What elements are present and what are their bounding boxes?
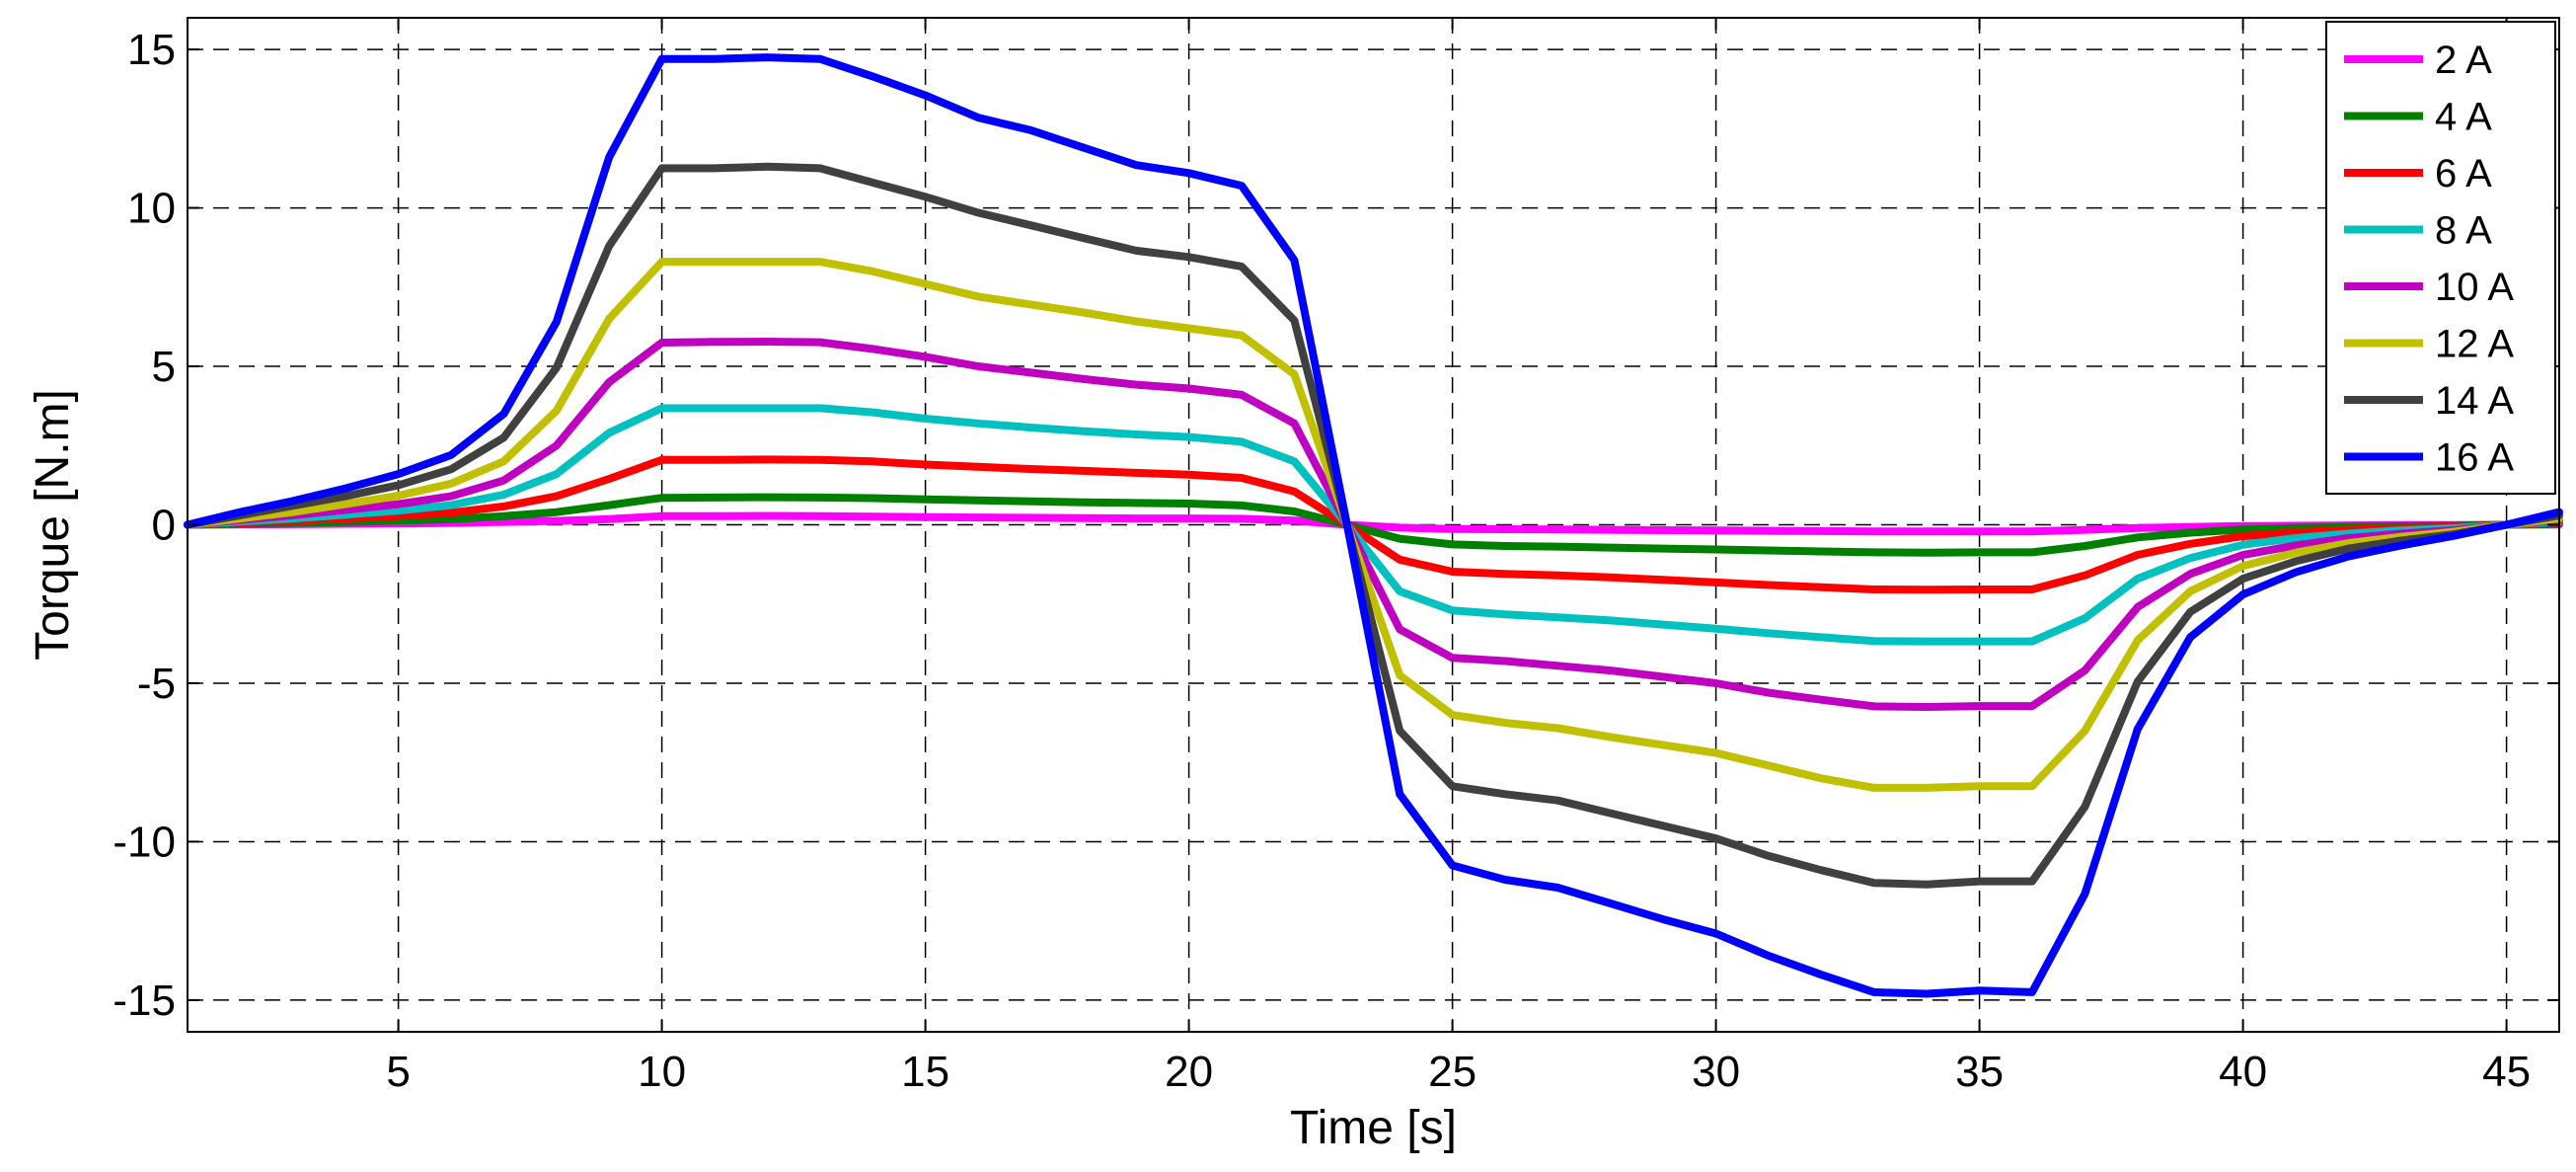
legend-label: 12 A — [2435, 323, 2514, 366]
x-tick-label: 45 — [2482, 1048, 2531, 1096]
legend-label: 10 A — [2435, 266, 2514, 309]
series-line — [184, 258, 2563, 792]
legend-label: 8 A — [2435, 209, 2492, 253]
legend-label: 16 A — [2435, 436, 2514, 480]
series-line — [184, 338, 2563, 711]
y-tick-label: 0 — [152, 502, 176, 550]
y-tick-label: 10 — [127, 185, 176, 233]
x-tick-label: 10 — [638, 1048, 686, 1096]
x-tick-label: 35 — [1955, 1048, 2004, 1096]
series-line — [184, 455, 2563, 594]
x-axis-label: Time [s] — [1290, 1102, 1457, 1154]
series-lines — [184, 53, 2563, 998]
legend: 2 A 4 A 6 A 8 A 10 A 12 A 14 A 16 A — [2325, 21, 2556, 495]
y-tick-label: -5 — [137, 660, 176, 708]
y-tick-label: -10 — [113, 818, 176, 866]
x-tick-label: 40 — [2219, 1048, 2267, 1096]
x-tick-label: 30 — [1692, 1048, 1740, 1096]
series-line — [184, 404, 2563, 646]
series-line — [184, 162, 2563, 889]
y-tick-label: 5 — [152, 343, 176, 391]
axis-ticks: 5 10 15 20 25 30 35 40 45 -15 -10 -5 0 5 10 15 — [113, 18, 2559, 1096]
legend-label: 14 A — [2435, 379, 2514, 423]
legend-label: 6 A — [2435, 152, 2492, 195]
x-tick-label: 5 — [386, 1048, 410, 1096]
series-line — [184, 493, 2563, 557]
x-tick-label: 20 — [1165, 1048, 1213, 1096]
x-tick-label: 25 — [1428, 1048, 1477, 1096]
legend-box — [2325, 21, 2556, 495]
y-tick-label: -15 — [113, 977, 176, 1025]
y-axis-label: Torque [N.m] — [27, 389, 79, 661]
grid — [188, 18, 2559, 1032]
y-tick-label: 15 — [127, 26, 176, 74]
legend-label: 4 A — [2435, 96, 2492, 139]
series-line — [184, 511, 2563, 536]
legend-label: 2 A — [2435, 39, 2492, 82]
series-line — [184, 53, 2563, 998]
x-tick-label: 15 — [901, 1048, 949, 1096]
